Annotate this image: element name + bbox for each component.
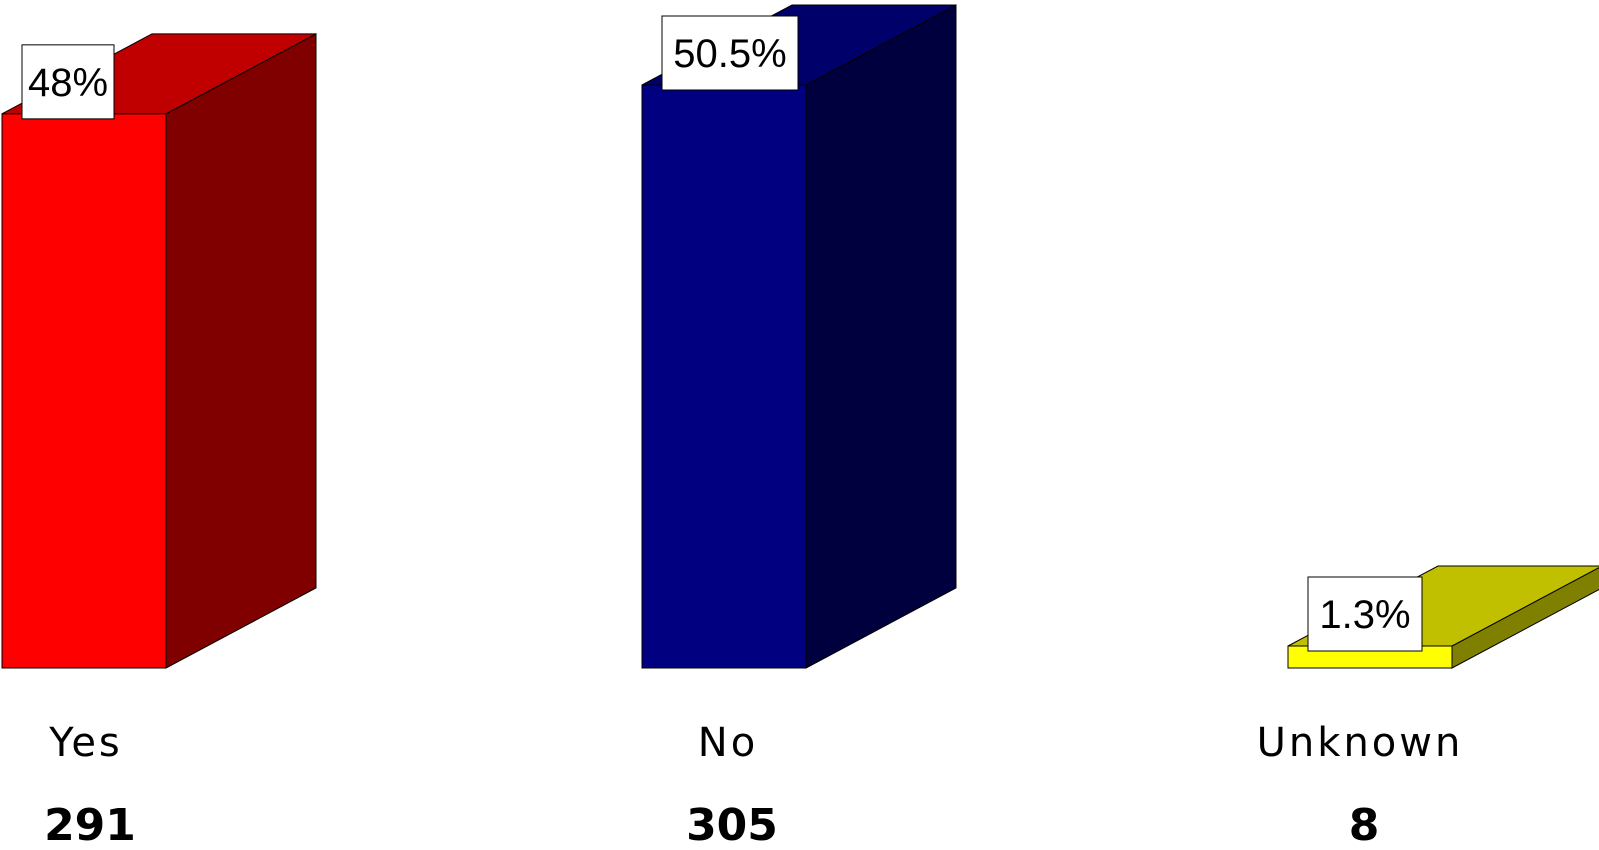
category-label-unknown: Unknown	[1257, 720, 1464, 766]
value-label-box-no	[661, 15, 799, 91]
value-label-no: 50.5%	[673, 32, 786, 76]
count-label-yes: 291	[44, 800, 136, 850]
category-label-yes: Yes	[48, 720, 123, 766]
value-label-yes: 48%	[28, 61, 108, 105]
value-label-box-yes	[21, 44, 115, 120]
bar-no-side	[805, 4, 957, 669]
bar-no	[641, 84, 807, 669]
bar-yes	[1, 113, 167, 669]
value-label-box-unknown	[1307, 576, 1423, 652]
value-label-unknown: 1.3%	[1319, 593, 1410, 637]
count-label-unknown: 8	[1349, 800, 1380, 850]
bar-yes-side	[165, 33, 317, 669]
count-label-no: 305	[686, 800, 778, 850]
category-label-no: No	[698, 720, 758, 766]
